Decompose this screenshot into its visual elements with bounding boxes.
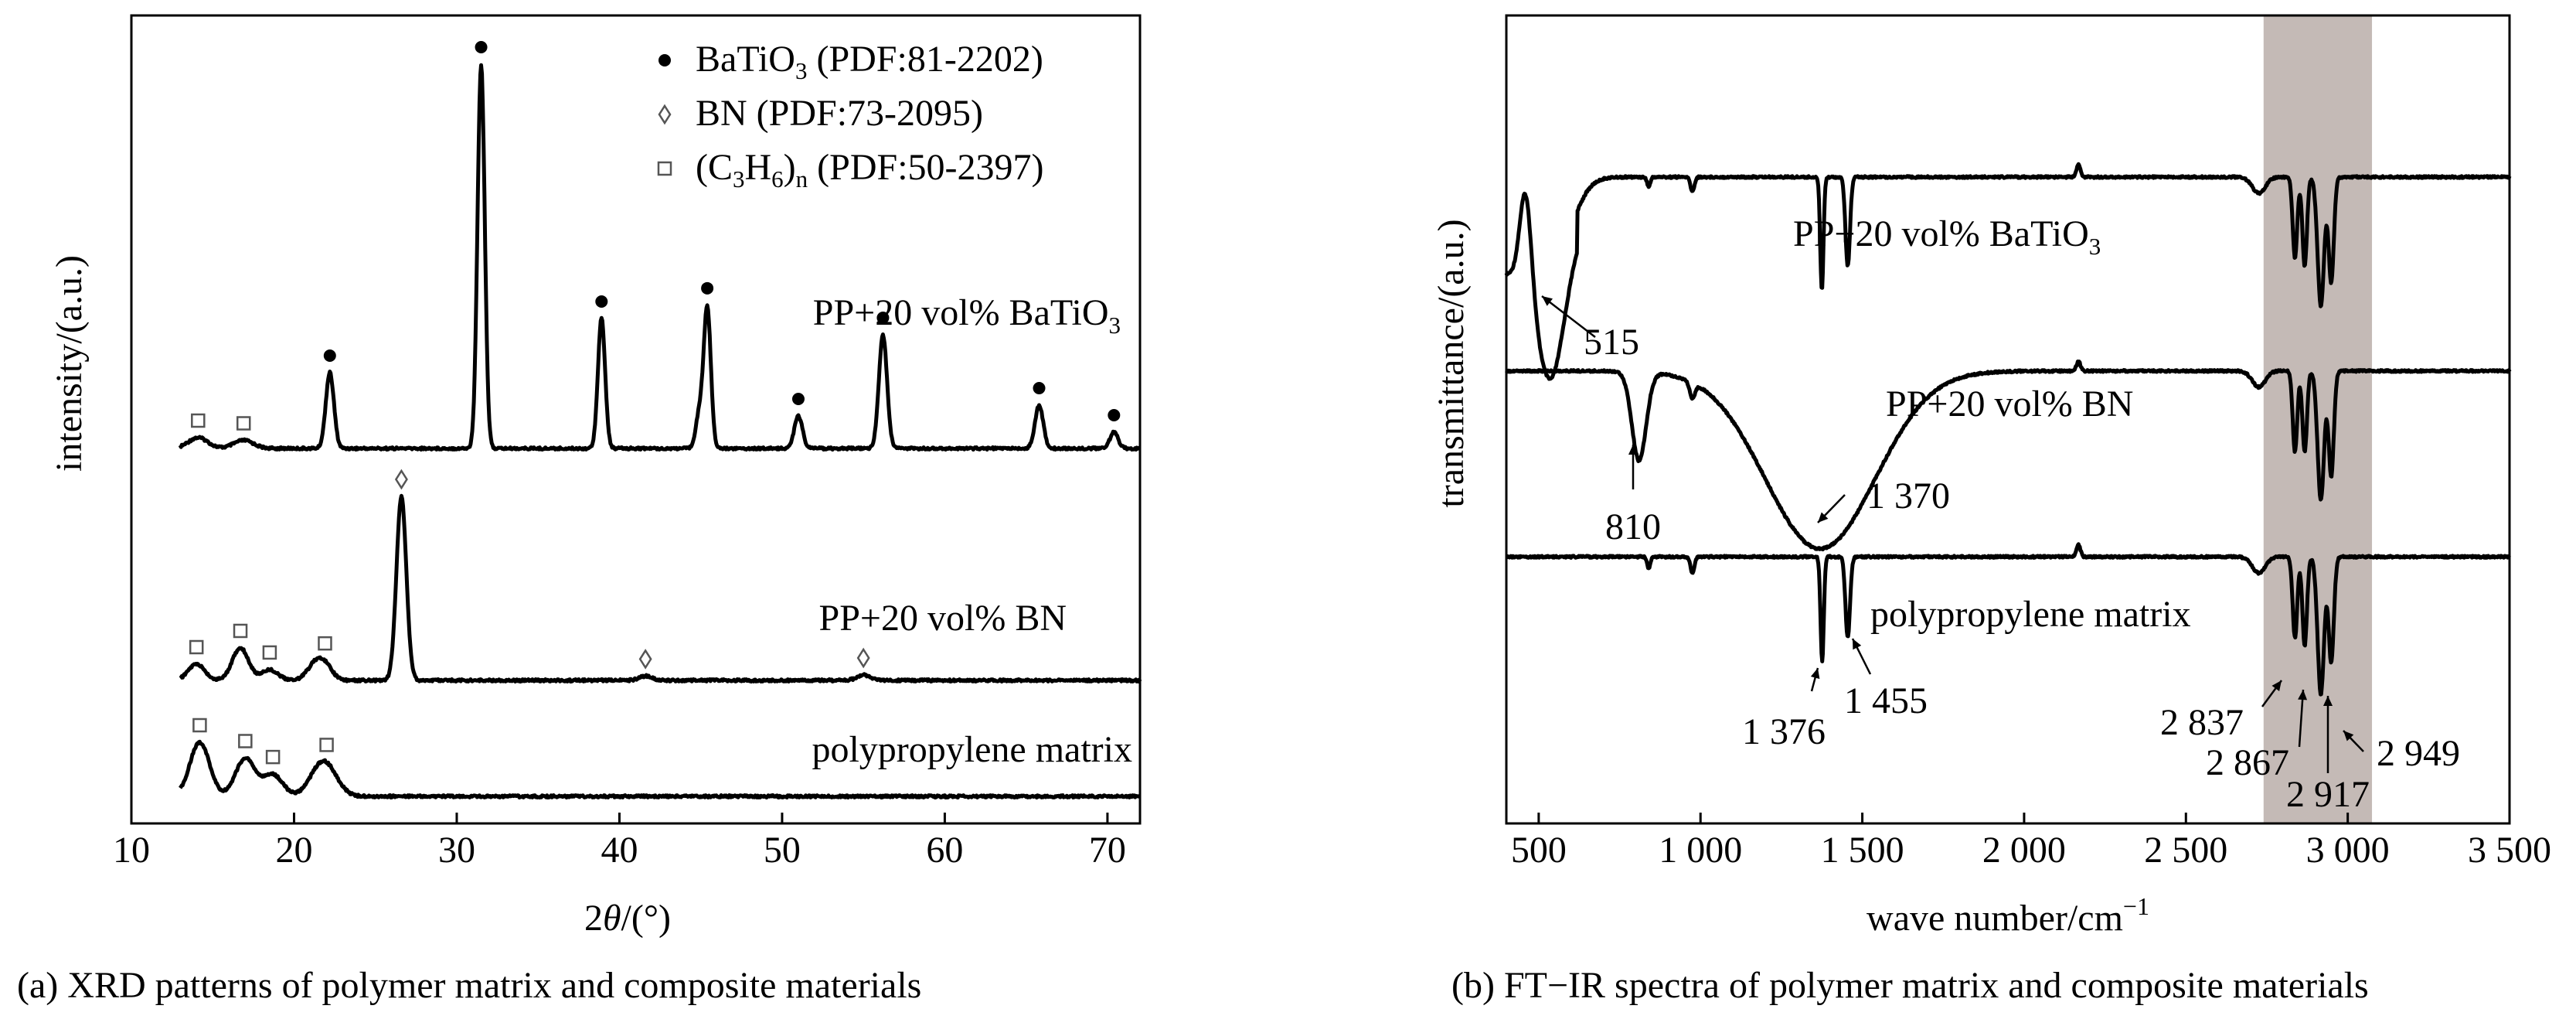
xrd-peak-marker-square <box>265 749 281 765</box>
xrd-legend-marker-square <box>657 161 672 176</box>
xrd-series-line <box>179 493 1142 683</box>
ftir-series-label: PP+20 vol% BN <box>1886 383 2133 424</box>
xrd-x-tick-label: 20 <box>275 830 312 871</box>
ftir-x-axis-label: wave number/cm−1 <box>1866 892 2149 939</box>
ftir-annotation-arrow <box>1541 295 1596 338</box>
ftir-annotation-arrowhead <box>2323 696 2333 706</box>
xrd-series-label: PP+20 vol% BaTiO3 <box>813 292 1121 339</box>
ftir-caption: (b) FT−IR spectra of polymer matrix and … <box>1451 965 2369 1006</box>
xrd-peak-marker-diamond <box>638 649 652 670</box>
xrd-peak-marker-circle <box>701 281 714 295</box>
xrd-peak-marker-square <box>192 718 207 733</box>
xrd-x-ticks: 10 20 30 40 50 60 70 <box>113 813 1126 871</box>
ftir-peak-label: 2 917 <box>2286 774 2370 815</box>
xrd-peak-marker-square <box>318 636 332 651</box>
xrd-y-axis-label: intensity/(a.u.) <box>49 255 90 472</box>
xrd-peak-marker-square <box>262 645 277 660</box>
xrd-peak-marker-circle <box>323 349 336 362</box>
ftir-x-tick-label: 3 500 <box>2468 830 2551 871</box>
xrd-peak-marker-circle <box>475 41 488 53</box>
xrd-peak-marker-circle <box>876 312 890 324</box>
ftir-series-line <box>1504 162 2512 381</box>
xrd-series-group: PP+20 vol% BaTiO3 PP+20 vol% BN polypropyl… <box>178 41 1142 799</box>
ftir-series-group: PP+20 vol% BaTiO3 PP+20 vol% BN polypropyl… <box>1504 162 2512 697</box>
xrd-legend-label: BaTiO3 (PDF:81-2202) <box>696 39 1043 84</box>
xrd-series-label: PP+20 vol% BN <box>819 598 1067 639</box>
ftir-x-tick-label: 2 500 <box>2144 830 2227 871</box>
ftir-annotation-arrowhead <box>2298 690 2308 700</box>
xrd-peak-marker-diamond <box>394 469 408 490</box>
ftir-peak-label: 1 455 <box>1844 680 1928 721</box>
xrd-x-tick-label: 60 <box>926 830 963 871</box>
xrd-peak-marker-circle <box>1033 382 1046 394</box>
xrd-legend-marker-circle <box>658 54 671 66</box>
xrd-legend: BaTiO3 (PDF:81-2202) BN (PDF:73-2095) (C3H… <box>657 39 1044 193</box>
xrd-peak-marker-square <box>236 416 251 431</box>
xrd-peak-marker-square <box>319 738 334 752</box>
xrd-plot-frame <box>130 14 1142 825</box>
xrd-x-tick-label: 40 <box>601 830 638 871</box>
ftir-annotation-arrowhead <box>2271 680 2282 691</box>
ftir-peak-label: 810 <box>1605 506 1661 547</box>
xrd-legend-marker-diamond <box>658 104 672 125</box>
ftir-peak-label: 1 376 <box>1742 711 1826 752</box>
ftir-series-line <box>1505 542 2511 697</box>
ftir-y-axis-label: transmittance/(a.u.) <box>1431 219 1472 507</box>
xrd-series-label: polypropylene matrix <box>812 729 1132 770</box>
xrd-peak-marker-circle <box>791 393 805 405</box>
xrd-peak-marker-square <box>189 639 204 655</box>
ftir-peak-label: 2 949 <box>2377 733 2460 774</box>
xrd-x-tick-label: 50 <box>764 830 801 871</box>
xrd-legend-label: BN (PDF:73-2095) <box>696 93 983 134</box>
xrd-peak-marker-diamond <box>856 647 870 669</box>
ftir-annotation-arrowhead <box>1628 445 1638 455</box>
ftir-plot-frame <box>1505 14 2511 825</box>
ftir-panel: transmittance/(a.u.) wave number/cm−1 (b… <box>1431 14 2551 1006</box>
ftir-annotation-arrowhead <box>2343 731 2354 741</box>
xrd-peak-marker-circle <box>1108 409 1121 421</box>
xrd-panel: intensity/(a.u.) 2θ/(°) (a) XRD patterns… <box>17 14 1142 1006</box>
ftir-series-line <box>1505 360 2512 552</box>
xrd-peak-marker-circle <box>595 295 608 308</box>
ftir-x-tick-label: 1 000 <box>1659 830 1742 871</box>
ftir-annotation-arrowhead <box>1810 668 1820 680</box>
xrd-peak-marker-square <box>233 623 248 639</box>
xrd-peak-marker-square <box>191 413 206 428</box>
xrd-x-tick-label: 70 <box>1089 830 1126 871</box>
ftir-x-tick-label: 2 000 <box>1982 830 2066 871</box>
ftir-annotation-arrowhead <box>1818 512 1829 523</box>
ftir-x-ticks: 500 1 000 1 500 2 000 2 500 3 000 3 500 <box>1511 813 2551 871</box>
ftir-x-tick-label: 3 000 <box>2306 830 2390 871</box>
xrd-peak-marker-square <box>238 734 253 748</box>
ftir-annotation-arrowhead <box>1853 639 1862 650</box>
xrd-caption: (a) XRD patterns of polymer matrix and c… <box>17 965 921 1006</box>
ftir-annotation-arrowhead <box>1542 296 1553 306</box>
xrd-legend-label: (C3H6)n (PDF:50-2397) <box>696 147 1044 193</box>
ftir-peak-label: 1 370 <box>1866 476 1950 516</box>
ftir-peak-label: 2 867 <box>2206 742 2289 783</box>
xrd-x-tick-label: 10 <box>113 830 150 871</box>
ftir-peak-label: 515 <box>1584 322 1639 363</box>
xrd-series-line <box>178 63 1142 452</box>
xrd-x-axis-label: 2θ/(°) <box>584 898 671 939</box>
ftir-x-tick-label: 500 <box>1511 830 1567 871</box>
xrd-x-tick-label: 30 <box>438 830 475 871</box>
xrd-series-line <box>179 739 1142 799</box>
ftir-peak-label: 2 837 <box>2160 702 2244 743</box>
ftir-series-label: polypropylene matrix <box>1870 594 2191 635</box>
ftir-series-label: PP+20 vol% BaTiO3 <box>1793 213 2101 260</box>
ftir-x-tick-label: 1 500 <box>1821 830 1904 871</box>
